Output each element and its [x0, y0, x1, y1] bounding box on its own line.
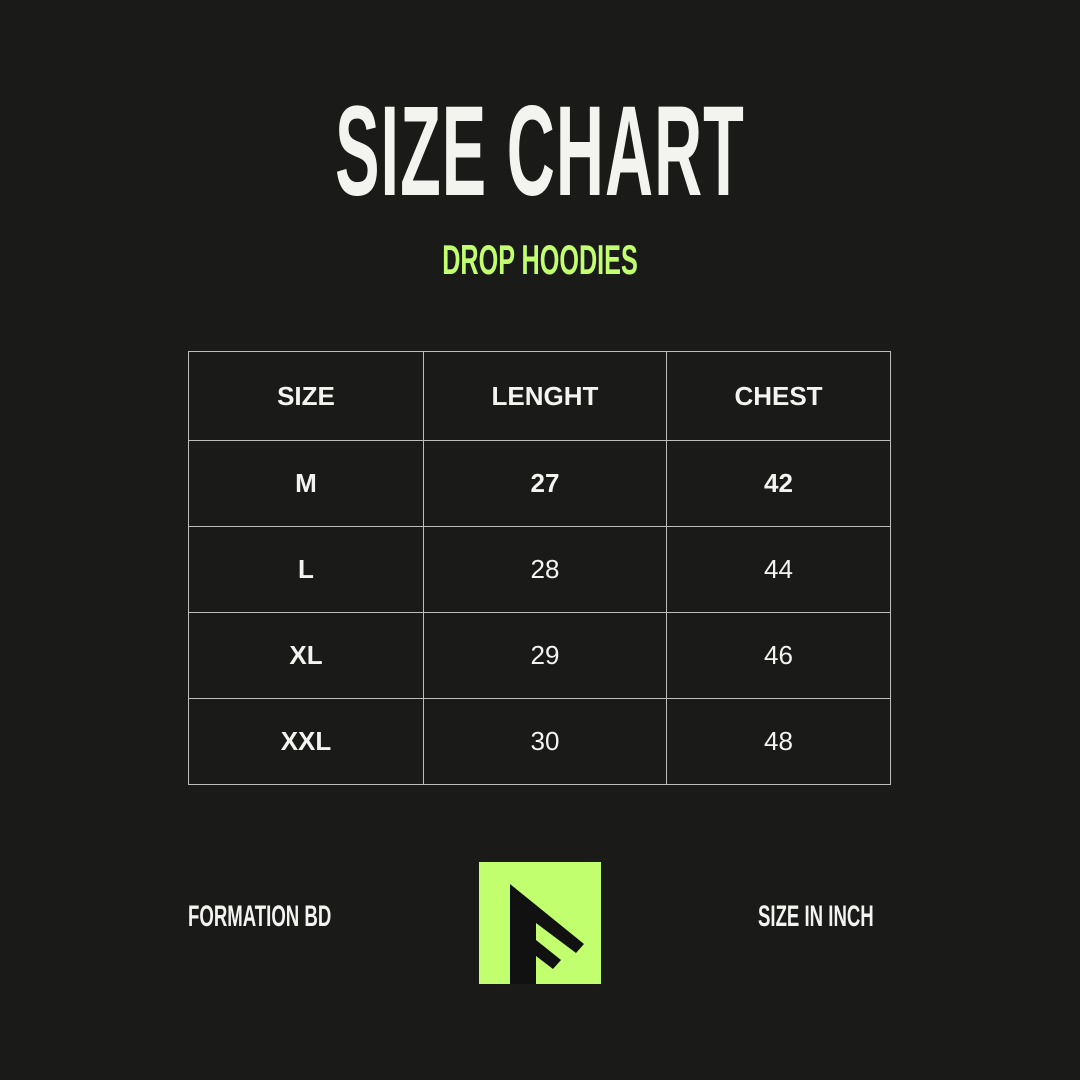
- cell-chest: 46: [666, 612, 891, 699]
- table-row: XXL 30 48: [188, 698, 891, 785]
- size-table: SIZE LENGHT CHEST M 27 42 L 28 44 XL 29 …: [188, 351, 891, 785]
- page-title: SIZE CHART: [335, 80, 745, 223]
- product-subtitle: DROP HOODIES: [442, 236, 638, 283]
- cell-chest: 48: [666, 698, 891, 785]
- cell-chest: 42: [666, 440, 891, 527]
- cell-length: 29: [423, 612, 667, 699]
- cell-size: M: [188, 440, 424, 527]
- cell-length: 27: [423, 440, 667, 527]
- cell-length: 30: [423, 698, 667, 785]
- size-unit-note: SIZE IN INCH: [758, 900, 874, 933]
- header-chest: CHEST: [666, 351, 891, 441]
- brand-logo: [479, 862, 601, 984]
- header-length: LENGHT: [423, 351, 667, 441]
- cell-length: 28: [423, 526, 667, 613]
- cell-size: XXL: [188, 698, 424, 785]
- table-row: M 27 42: [188, 440, 891, 527]
- table-row: L 28 44: [188, 526, 891, 613]
- brand-name: FORMATION BD: [188, 900, 332, 933]
- cell-size: XL: [188, 612, 424, 699]
- table-header-row: SIZE LENGHT CHEST: [188, 351, 891, 441]
- cell-chest: 44: [666, 526, 891, 613]
- table-row: XL 29 46: [188, 612, 891, 699]
- cell-size: L: [188, 526, 424, 613]
- header-size: SIZE: [188, 351, 424, 441]
